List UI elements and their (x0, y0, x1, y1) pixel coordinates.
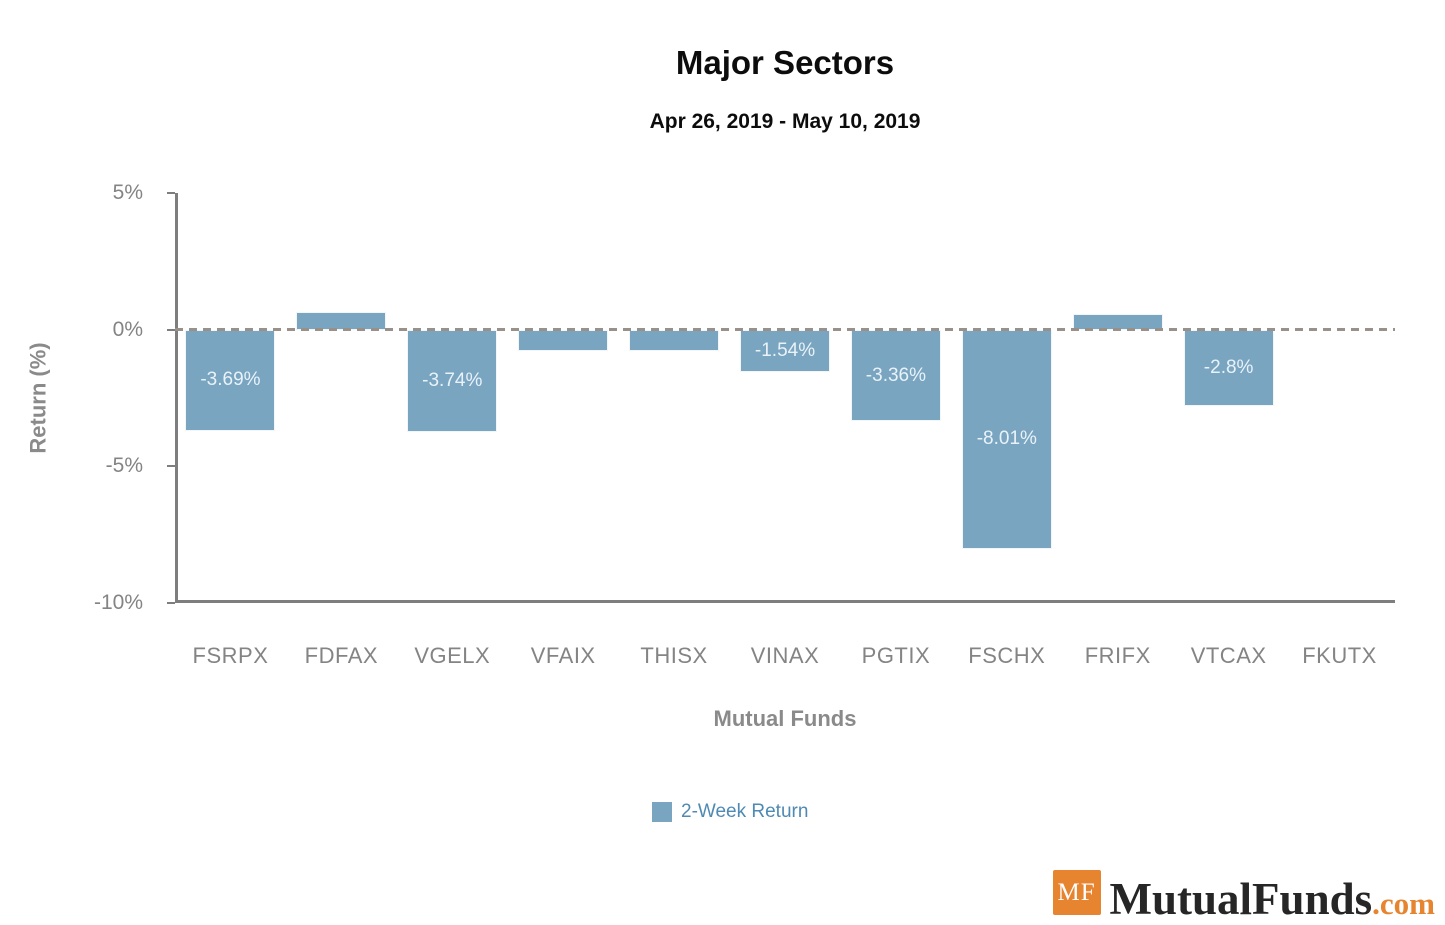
y-tick-label: 5% (112, 181, 143, 204)
y-tick-mark (167, 602, 175, 604)
bar-pgtix[interactable] (850, 329, 941, 422)
bar-vgelx[interactable] (407, 329, 498, 432)
bar-vtcax[interactable] (1183, 329, 1274, 407)
y-tick-mark (167, 465, 175, 468)
x-tick-label-fkutx: FKUTX (1302, 643, 1377, 668)
y-tick-label: 0% (112, 317, 143, 341)
x-tick-label-vtcax: VTCAX (1190, 643, 1267, 668)
x-tick-label-thisx: THISX (640, 643, 708, 668)
x-axis-line (175, 600, 1395, 603)
legend-label: 2-Week Return (681, 801, 809, 822)
y-tick-mark (167, 328, 175, 331)
legend-item-2-week-return[interactable]: 2-Week Return (652, 801, 808, 823)
y-axis-line (175, 193, 178, 603)
plot-area: -3.69% -3.74% -1.54% -3.36% -8.01% -2.8% (175, 193, 1395, 603)
chart-title: Major Sectors (675, 44, 895, 81)
mf-logo-badge-icon: MF (1052, 870, 1101, 915)
bar-value-label: -3.69% (200, 369, 261, 391)
bar-value-label: -3.74% (422, 369, 483, 391)
x-tick-label-frifx: FRIFX (1084, 643, 1151, 668)
y-tick-mark (167, 192, 175, 194)
x-tick-label-pgtix: PGTIX (861, 643, 931, 668)
x-axis-title: Mutual Funds (713, 706, 857, 731)
logo-text: MutualFunds.com (1110, 877, 1435, 922)
zero-baseline-dashed (175, 328, 1395, 332)
bar-vfaix[interactable] (518, 329, 609, 351)
x-tick-label-fsrpx: FSRPX (192, 643, 269, 668)
mutualfunds-logo: MF MutualFunds.com (1052, 870, 1435, 922)
x-tick-label-vinax: VINAX (750, 643, 820, 668)
bar-fsrpx[interactable] (185, 329, 276, 431)
bar-value-label: -3.36% (865, 364, 927, 386)
bar-fschx[interactable] (961, 329, 1052, 549)
bar-thisx[interactable] (629, 329, 720, 351)
bar-value-label: -8.01% (976, 428, 1037, 450)
x-tick-label-vgelx: VGELX (414, 643, 491, 668)
bar-fdfax[interactable] (296, 311, 387, 330)
x-tick-label-fdfax: FDFAX (304, 643, 379, 668)
x-tick-label-fschx: FSCHX (968, 643, 1046, 668)
bar-vinax[interactable] (740, 329, 830, 372)
bar-value-label: -1.54% (754, 339, 816, 361)
y-axis-tick-labels: 5% 0% -5% -10% (48, 0, 143, 925)
chart-subtitle: Apr 26, 2019 - May 10, 2019 (649, 110, 921, 133)
y-tick-label: -10% (93, 591, 143, 614)
logo-name: MutualFunds (1109, 874, 1373, 925)
logo-tld: .com (1372, 886, 1435, 922)
bar-value-label: -2.8% (1203, 356, 1254, 378)
y-tick-label: -5% (105, 454, 143, 478)
legend-swatch-icon (652, 802, 672, 822)
x-tick-label-vfaix: VFAIX (530, 643, 596, 668)
